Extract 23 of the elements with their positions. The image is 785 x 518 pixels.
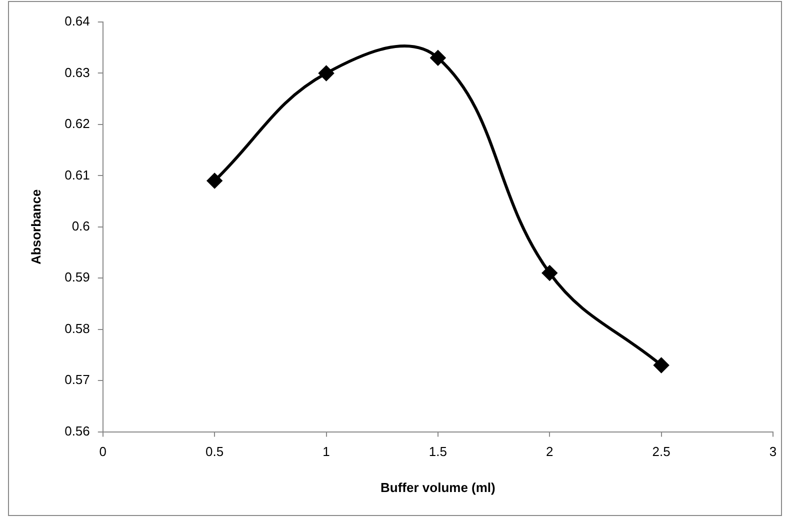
y-tick-label: 0.61 (64, 167, 90, 182)
x-tick-label: 0 (99, 444, 107, 460)
y-tick-label: 0.62 (64, 116, 90, 132)
y-tick-label: 0.6 (72, 218, 90, 234)
point (430, 50, 446, 66)
point (542, 266, 558, 281)
x-tick-label: 2 (546, 444, 554, 460)
point (207, 173, 222, 188)
point (318, 66, 334, 81)
x-tick-label: 1.5 (428, 444, 447, 460)
y-tick-label: 0.59 (64, 270, 90, 285)
y-tick-label: 0.64 (64, 14, 90, 29)
y-tick-label: 0.63 (64, 64, 90, 80)
y-tick-label: 0.56 (64, 423, 90, 438)
x-tick-label: 3 (769, 444, 777, 460)
point (654, 358, 669, 373)
x-tick-label: 0.5 (206, 444, 224, 460)
x-tick-label: 2.5 (652, 444, 670, 460)
x-axis-title: Buffer volume (ml) (380, 480, 496, 495)
y-axis-title: Absorbance (28, 189, 44, 264)
y-tick-label: 0.57 (64, 372, 90, 388)
y-tick-label: 0.58 (64, 320, 90, 336)
x-tick-label: 1 (322, 444, 330, 460)
